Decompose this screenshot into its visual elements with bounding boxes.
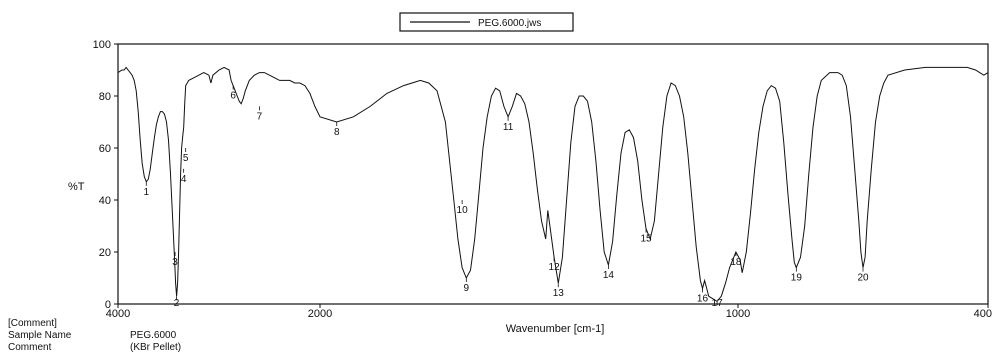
x-tick-label: 400 [974, 308, 992, 320]
peak-label: 3 [172, 257, 178, 268]
peak-label: 10 [457, 205, 469, 216]
peak-label: 12 [549, 262, 561, 273]
comment-row: Comment (KBr Pellet) [8, 342, 181, 354]
comment-label: [Comment] [8, 318, 57, 329]
sample-name-label: Sample Name [8, 330, 72, 341]
x-axis-title: Wavenumber [cm-1] [506, 323, 605, 335]
comment-row-value: (KBr Pellet) [130, 342, 182, 353]
peak-label: 8 [334, 127, 340, 138]
y-axis-ticks: 0 20 40 60 80 100 [93, 39, 118, 311]
y-tick-label: 60 [99, 143, 111, 155]
x-tick-label: 4000 [106, 308, 130, 320]
y-tick-label: 40 [99, 195, 111, 207]
sample-name-value: PEG.6000 [130, 330, 177, 341]
y-tick-label: 0 [105, 299, 111, 311]
y-tick-label: 100 [93, 39, 111, 51]
peak-label: 20 [857, 273, 869, 284]
legend-box [399, 12, 574, 32]
plot-area [117, 43, 989, 305]
y-axis-title: %T [68, 181, 85, 193]
comment-row-label: Comment [8, 342, 52, 353]
peak-label: 11 [503, 122, 514, 133]
series-line-peg6000 [117, 66, 989, 303]
peak-label: 15 [640, 234, 652, 245]
peak-label: 4 [181, 174, 187, 185]
x-tick-label: 2000 [308, 308, 332, 320]
peak-label: 19 [791, 273, 803, 284]
sample-name-row: Sample Name PEG.6000 [8, 330, 181, 342]
peak-label: 18 [730, 257, 742, 268]
peak-label: 14 [603, 270, 615, 281]
peak-label: 17 [712, 298, 724, 309]
y-tick-label: 20 [99, 247, 111, 259]
peak-label: 13 [553, 288, 565, 299]
peak-label: 5 [183, 153, 189, 164]
peak-label: 2 [174, 298, 180, 309]
peak-label: 1 [143, 187, 149, 198]
x-axis-ticks: 4000 2000 1000 400 [106, 304, 992, 320]
peak-label: 6 [230, 91, 236, 102]
peak-label: 7 [257, 111, 263, 122]
y-tick-label: 80 [99, 91, 111, 103]
peak-label: 9 [464, 283, 470, 294]
peak-label: 16 [697, 293, 709, 304]
plot-frame [117, 43, 989, 305]
x-tick-label: 1000 [726, 308, 750, 320]
sample-metadata: [Comment] Sample Name PEG.6000 Comment (KB… [8, 318, 181, 354]
legend-label: PEG.6000.jws [478, 18, 541, 29]
